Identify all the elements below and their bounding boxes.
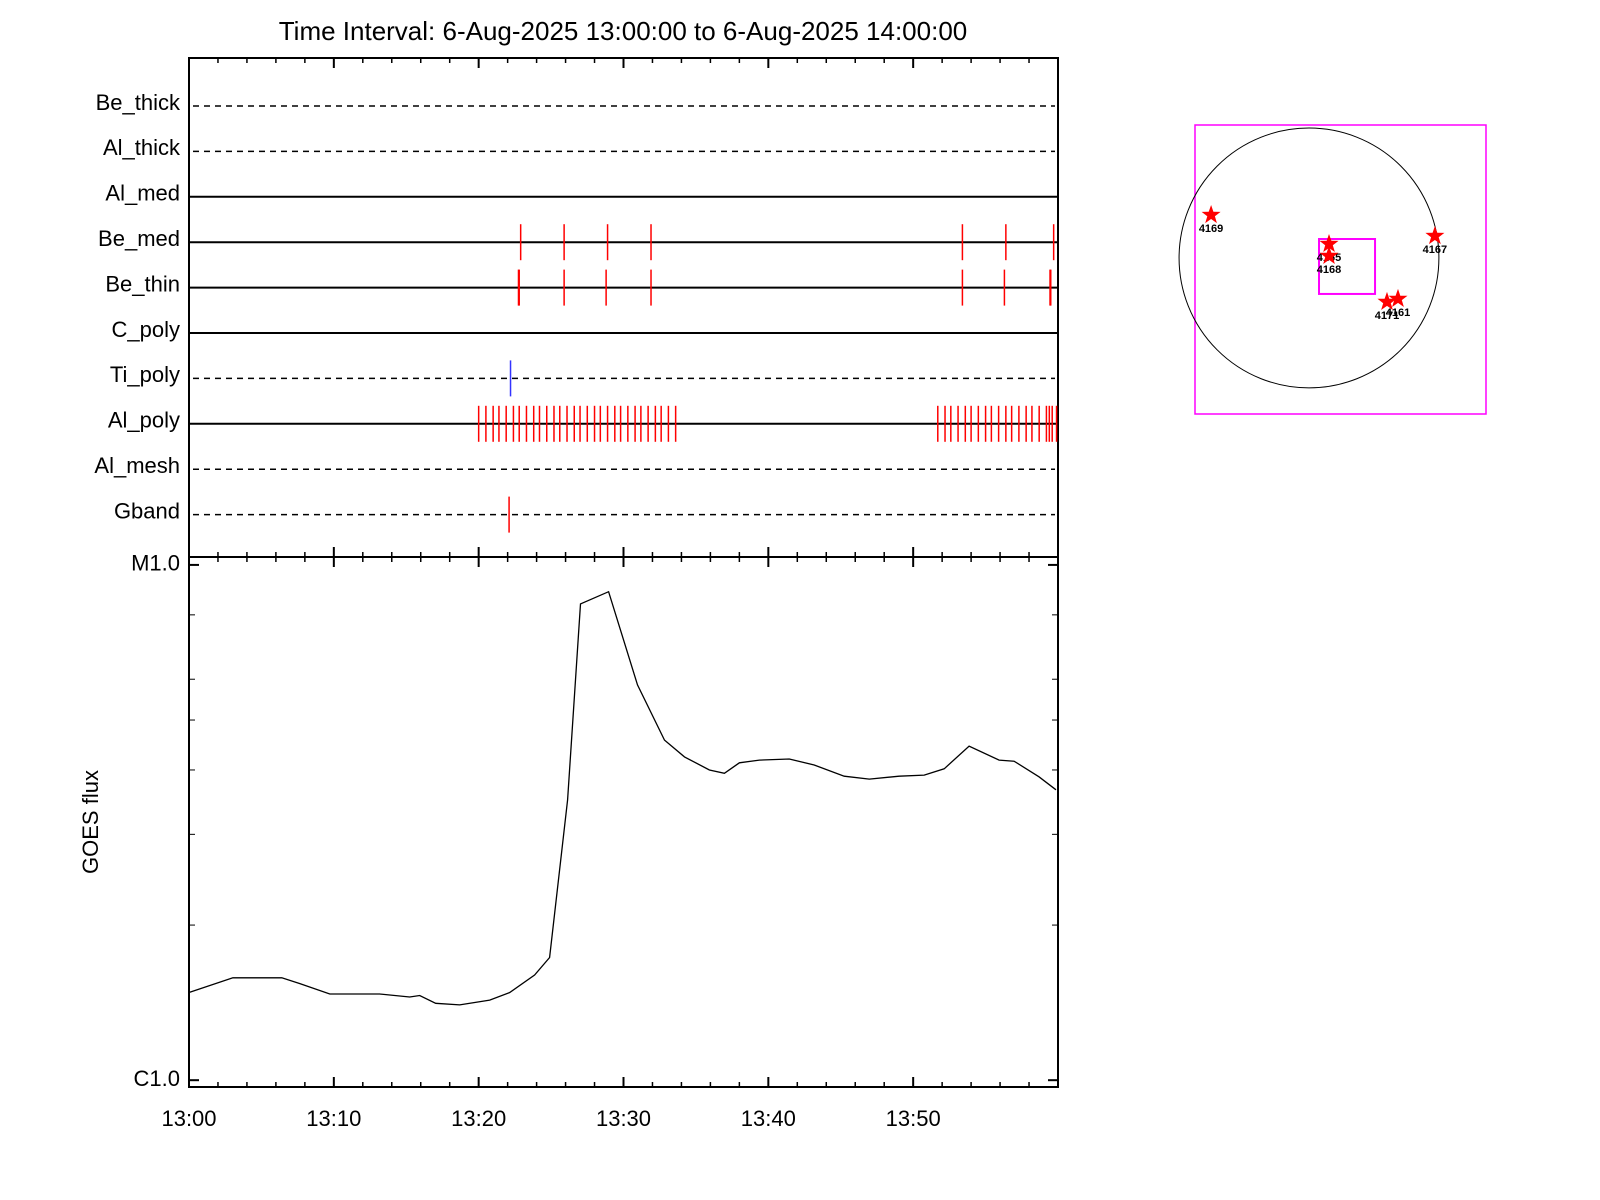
row-label: Al_poly bbox=[108, 408, 180, 433]
y-tick-label: M1.0 bbox=[131, 551, 180, 576]
x-tick-label: 13:50 bbox=[886, 1106, 941, 1131]
ar-label: 4169 bbox=[1199, 223, 1223, 235]
row-label: Al_med bbox=[105, 181, 180, 206]
row-label: Be_med bbox=[98, 226, 180, 251]
chart-title: Time Interval: 6-Aug-2025 13:00:00 to 6-… bbox=[279, 16, 968, 46]
fov-box bbox=[1318, 238, 1377, 295]
ar-marker bbox=[1425, 226, 1445, 245]
map-frame bbox=[1194, 124, 1487, 415]
y-tick-label: C1.0 bbox=[134, 1066, 180, 1091]
row-label: Ti_poly bbox=[110, 362, 180, 387]
y-axis-label: GOES flux bbox=[78, 770, 103, 874]
x-tick-label: 13:20 bbox=[451, 1106, 506, 1131]
row-label: Be_thin bbox=[105, 271, 180, 296]
solar-limb bbox=[1178, 127, 1440, 389]
goes-line bbox=[188, 590, 1057, 1006]
ar-marker bbox=[1319, 234, 1339, 252]
x-tick-label: 13:40 bbox=[741, 1106, 796, 1131]
ar-label: 4168 bbox=[1317, 264, 1341, 276]
ar-marker bbox=[1388, 288, 1408, 307]
row-label: Al_thick bbox=[103, 135, 181, 160]
x-tick-label: 13:30 bbox=[596, 1106, 651, 1131]
ar-marker bbox=[1377, 291, 1397, 310]
x-tick-label: 13:10 bbox=[306, 1106, 361, 1131]
ar-label: 4161 bbox=[1386, 307, 1410, 319]
row-label: Be_thick bbox=[96, 90, 181, 115]
row-label: C_poly bbox=[112, 317, 180, 342]
ar-label: 4167 bbox=[1423, 244, 1447, 256]
ar-marker bbox=[1319, 245, 1339, 264]
row-label: Al_mesh bbox=[94, 453, 180, 478]
x-tick-label: 13:00 bbox=[161, 1106, 216, 1131]
ar-marker bbox=[1201, 205, 1221, 224]
ar-label: 4171 bbox=[1375, 310, 1399, 322]
row-label: Gband bbox=[114, 498, 180, 523]
